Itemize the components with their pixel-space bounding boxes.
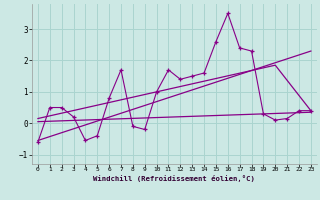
X-axis label: Windchill (Refroidissement éolien,°C): Windchill (Refroidissement éolien,°C) [93, 175, 255, 182]
